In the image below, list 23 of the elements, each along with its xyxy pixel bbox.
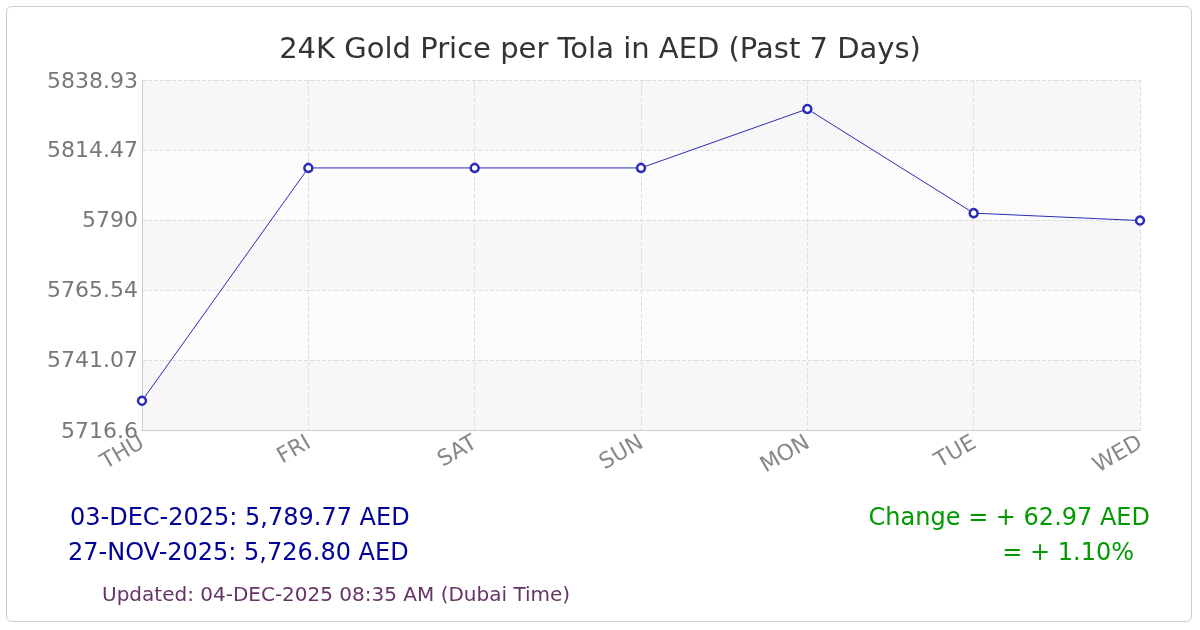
x-tick-label: WED — [1088, 429, 1147, 478]
y-tick-label: 5838.93 — [47, 67, 138, 93]
x-tick-label: FRI — [272, 429, 315, 469]
point — [635, 162, 647, 174]
x-tick-label: SAT — [432, 428, 482, 472]
chart-title: 24K Gold Price per Tola in AED (Past 7 Days) — [279, 30, 921, 65]
y-tick-label: 5790 — [82, 207, 138, 233]
y-tick-label: 5765.54 — [47, 277, 138, 303]
point — [968, 207, 979, 219]
y-tick-label: 5814.47 — [47, 137, 138, 163]
text: Updated: 04-DEC-2025 08:35 AM (Dubai Time) — [102, 582, 571, 606]
text: 03-DEC-2025: 5,789.77 AED — [70, 503, 410, 531]
y-tick-label: 5741.07 — [47, 347, 138, 373]
point — [303, 162, 314, 174]
x-tick-label: SUN — [594, 429, 648, 475]
text: Change = + 62.97 AED — [868, 503, 1150, 531]
point — [136, 395, 148, 407]
text: = + 1.10% — [1002, 538, 1134, 566]
point — [802, 103, 813, 115]
text: 27-NOV-2025: 5,726.80 AED — [68, 538, 409, 566]
x-tick-label: TUE — [928, 429, 980, 474]
point — [1134, 215, 1146, 226]
point — [469, 162, 480, 174]
